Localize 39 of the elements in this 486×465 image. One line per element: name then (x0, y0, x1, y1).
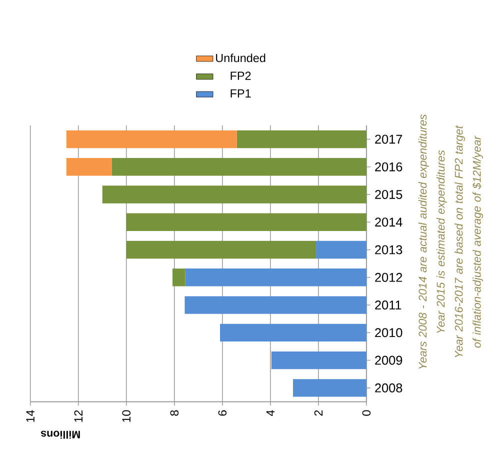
bar (292, 378, 366, 397)
x-axis-title: Millions (41, 430, 80, 438)
x-tick-label: 10 (122, 410, 131, 422)
y-tick-label: 2010 (375, 328, 402, 337)
bar (126, 213, 366, 231)
x-tick-label: 8 (170, 410, 179, 416)
bar (236, 130, 366, 148)
bar (126, 240, 316, 258)
x-tick-label: 12 (74, 410, 82, 422)
bar (184, 296, 366, 314)
y-tick-label: 2013 (375, 245, 402, 254)
y-tick-label: 2008 (375, 383, 402, 392)
x-tick-label: 4 (266, 410, 274, 416)
x-tick-label: 6 (218, 410, 227, 416)
text: Year 2015 is estimated expenditures (436, 150, 447, 333)
x-tick-label: 0 (362, 410, 371, 416)
bar (220, 324, 366, 342)
x-tick-label: 14 (26, 410, 34, 422)
bar (172, 268, 186, 286)
y-tick-label: 2016 (375, 162, 402, 172)
text: Years 2008 - 2014 are actual audited expenditures (418, 114, 429, 369)
legend-label: FP1 (230, 89, 251, 98)
y-tick-label: 2015 (375, 190, 402, 199)
legend-label: Unfunded (216, 53, 266, 62)
bar (185, 268, 366, 286)
legend-label: FP2 (230, 71, 251, 80)
bar (102, 185, 366, 204)
bar (112, 158, 366, 176)
text: Year 2016-2017 are based on total FP2 target of inflation-adjusted average of $12M/year (454, 125, 484, 358)
bar (66, 158, 112, 176)
y-tick-label: 2014 (375, 217, 402, 226)
y-tick-label: 2009 (375, 356, 402, 365)
y-tick-label: 2012 (375, 272, 402, 282)
bar (316, 240, 366, 258)
y-tick-label: 2011 (375, 300, 402, 310)
bar (66, 130, 237, 148)
y-tick-label: 2017 (375, 134, 402, 144)
x-tick-label: 2 (314, 410, 323, 416)
bar (271, 351, 366, 369)
